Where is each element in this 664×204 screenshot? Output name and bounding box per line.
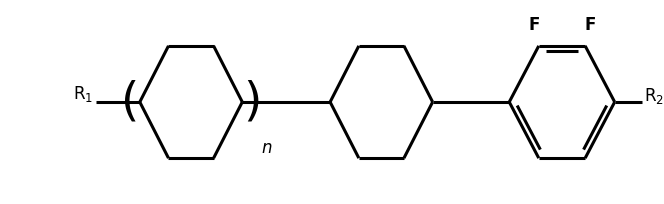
Text: R$_2$: R$_2$ [644,86,664,106]
Text: n: n [262,139,272,157]
Text: R$_1$: R$_1$ [73,84,93,104]
Text: F: F [528,16,540,34]
Text: (: ( [121,80,139,124]
Text: F: F [584,16,596,34]
Text: ): ) [243,80,261,124]
